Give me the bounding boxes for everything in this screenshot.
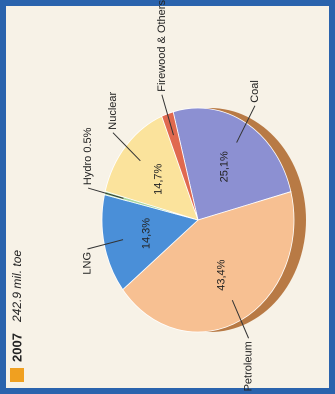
category-label: Nuclear	[107, 91, 119, 129]
category-label: Firewood & Others 2.0%	[156, 0, 168, 92]
leader-line	[87, 239, 124, 250]
leader-line	[112, 132, 141, 162]
chart-title: 2007	[9, 333, 24, 362]
value-label: 25,1%	[218, 151, 230, 182]
value-label: 43,4%	[215, 259, 227, 290]
title-marker	[10, 368, 24, 382]
category-label: Coal	[249, 80, 261, 103]
category-label: LNG	[81, 252, 93, 275]
category-label: Petroleum	[242, 341, 254, 391]
leader-line	[161, 94, 174, 136]
value-label: 14,3%	[140, 218, 152, 249]
leader-line	[87, 187, 124, 199]
category-label: Hydro 0.5%	[82, 127, 94, 185]
leader-line	[231, 299, 250, 339]
leader-line	[236, 105, 256, 143]
rotated-chart: 2007 242.9 mil. toe 25,1% Coal 43,4% Petrol…	[9, 0, 306, 391]
chart-subtitle: 242.9 mil. toe	[10, 250, 24, 323]
value-label: 14,7%	[152, 164, 164, 195]
